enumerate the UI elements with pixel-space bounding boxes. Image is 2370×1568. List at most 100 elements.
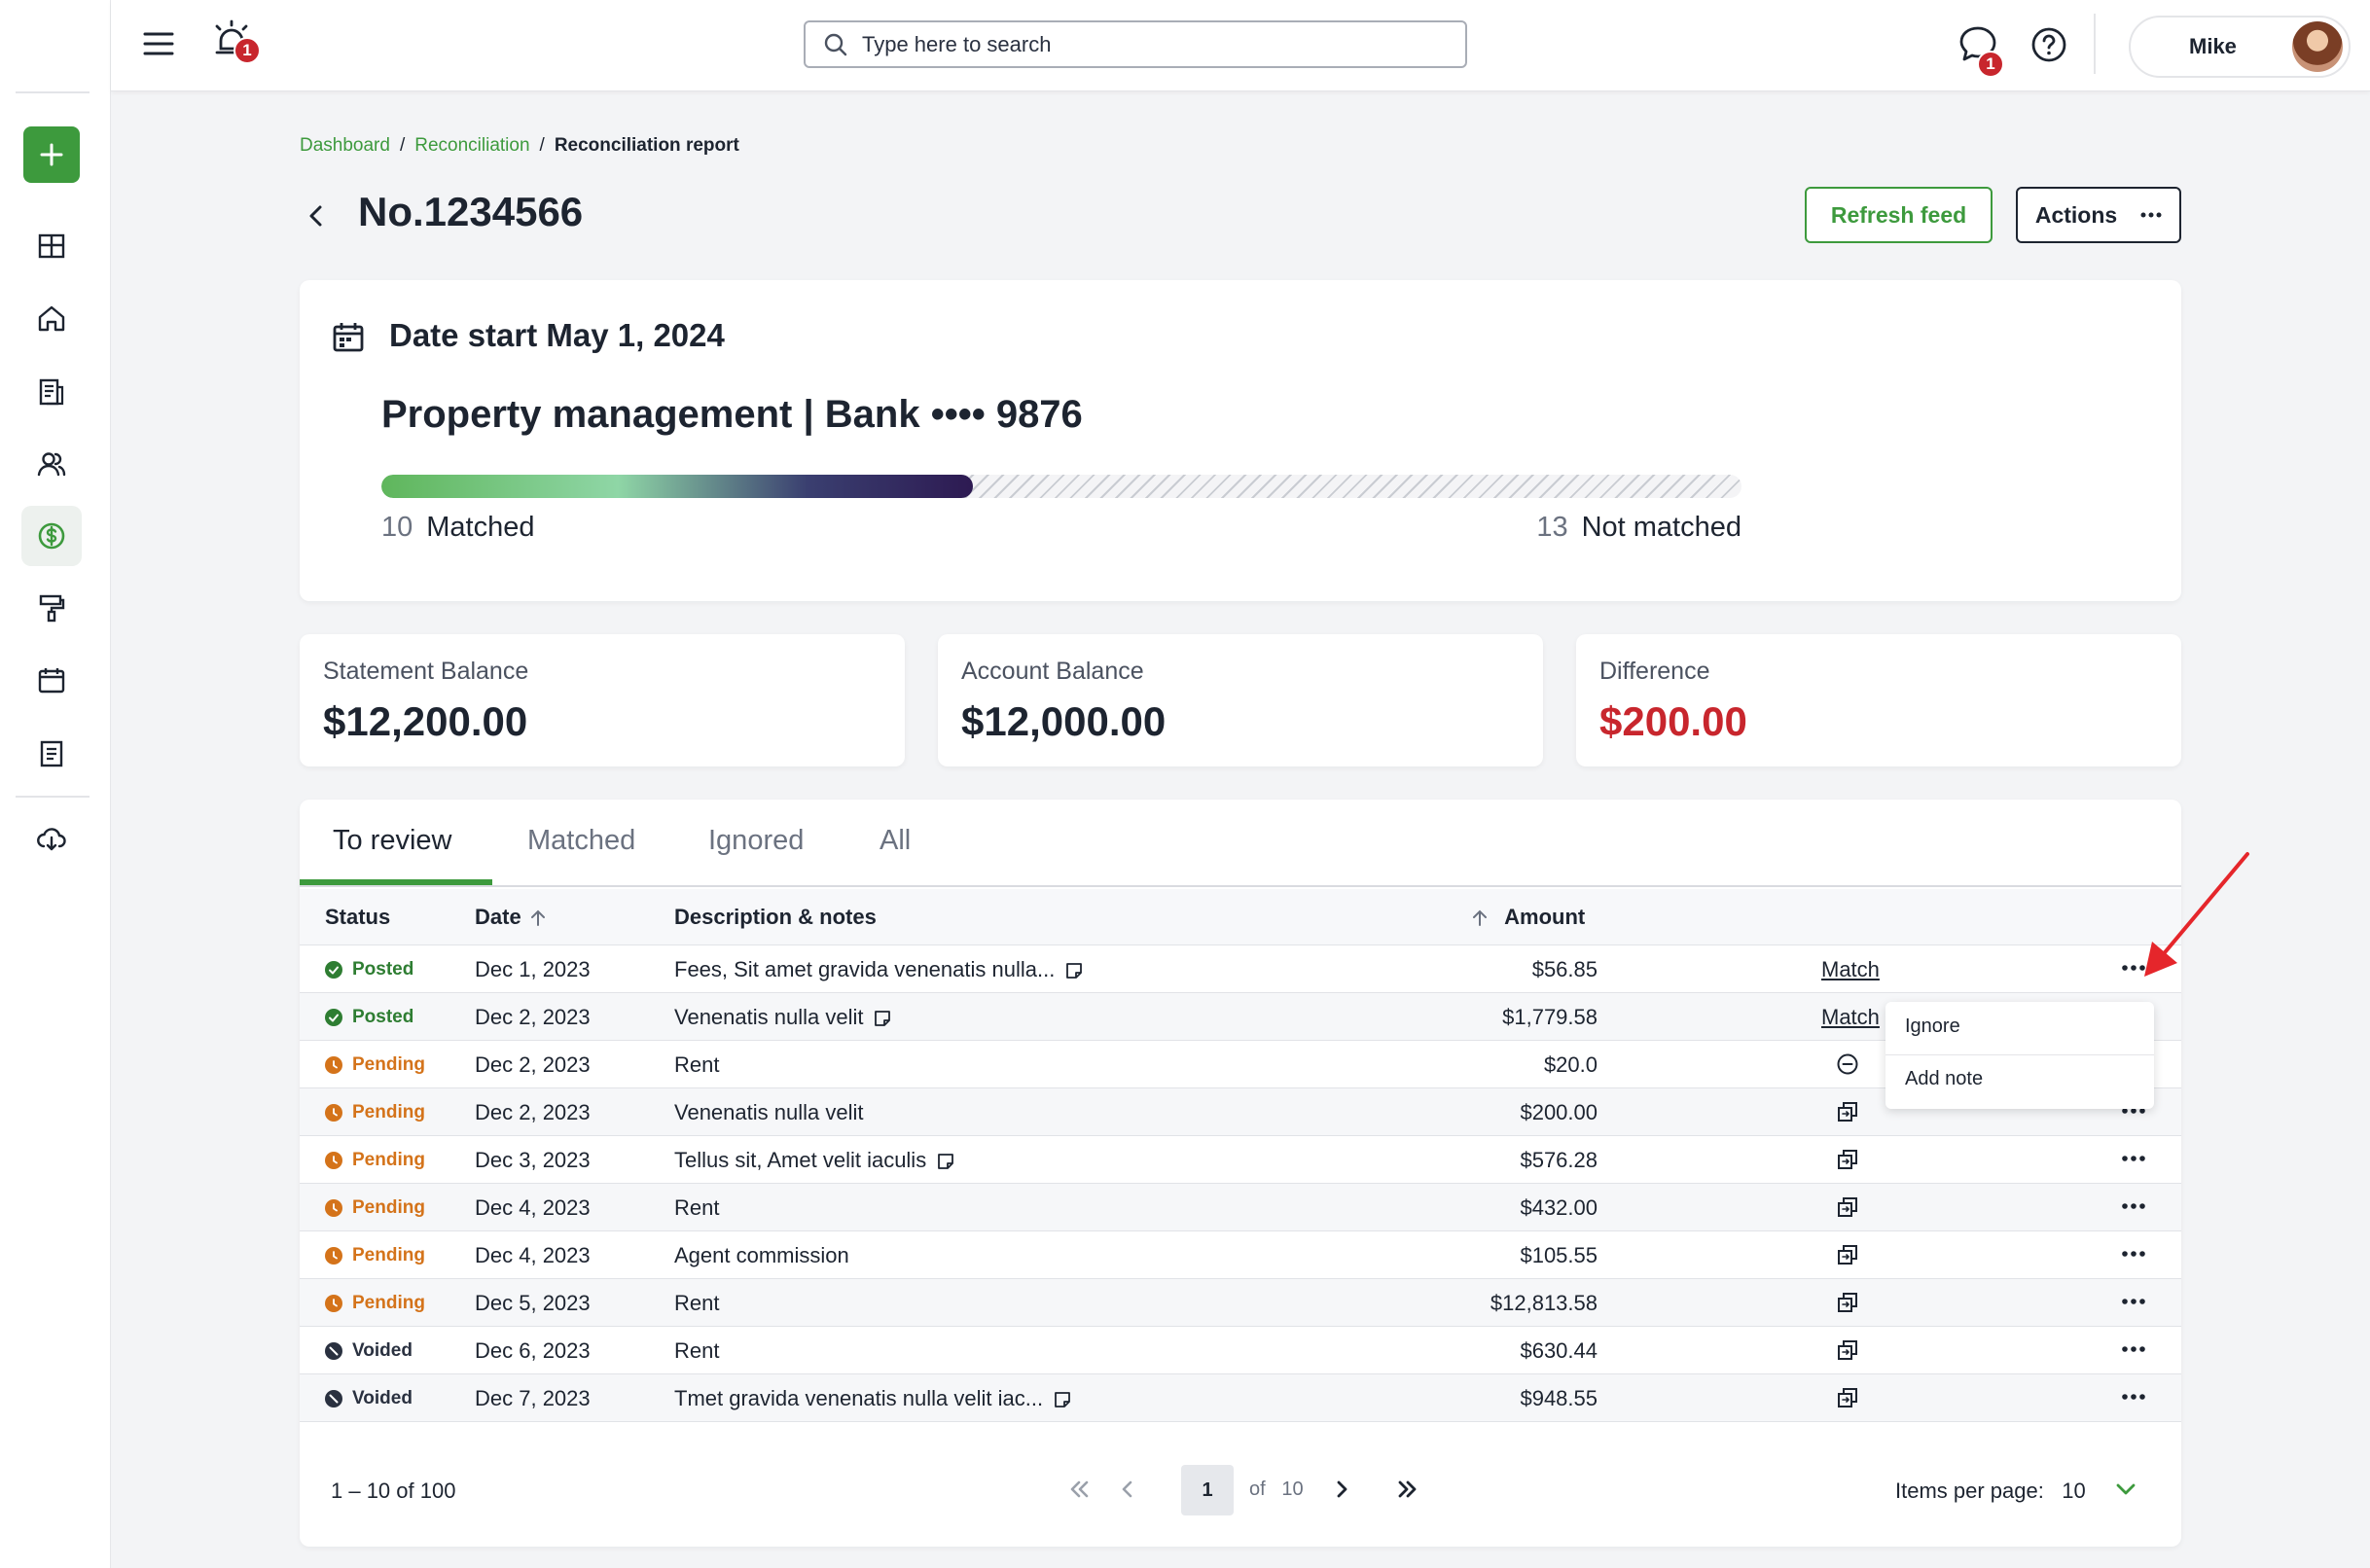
- row-description: Tellus sit, Amet velit iaculis: [674, 1148, 955, 1173]
- table-row[interactable]: Pending Dec 3, 2023 Tellus sit, Amet velit…: [300, 1136, 2181, 1184]
- row-amount: $105.55: [1520, 1243, 1598, 1267]
- table-row[interactable]: Pending Dec 5, 2023 Rent $12,813.58: [300, 1279, 2181, 1327]
- tab-matched[interactable]: Matched: [527, 825, 636, 856]
- breadcrumb: Dashboard / Reconciliation / Reconciliat…: [300, 135, 739, 157]
- menu-item-add-note[interactable]: Add note: [1905, 1068, 1984, 1089]
- account-balance-card: Account Balance $12,000.00: [938, 634, 1543, 766]
- col-amount[interactable]: Amount: [1469, 905, 1585, 930]
- note-icon[interactable]: [1053, 1390, 1072, 1409]
- status-label: Pending: [352, 1150, 425, 1170]
- chevron-down-icon[interactable]: [2111, 1475, 2140, 1504]
- sidebar-item-home[interactable]: [21, 288, 82, 348]
- col-status[interactable]: Status: [325, 905, 391, 929]
- sidebar-item-download[interactable]: [21, 809, 82, 870]
- more-horizontal-icon[interactable]: [2119, 1384, 2148, 1409]
- page-total-value: 10: [1281, 1479, 1304, 1500]
- document-icon: [39, 378, 64, 406]
- more-horizontal-icon[interactable]: [2119, 1289, 2148, 1314]
- current-page[interactable]: 1: [1181, 1465, 1234, 1515]
- row-actions-menu: Ignore Add note: [1885, 1002, 2154, 1109]
- row-description-text: Venenatis nulla velit: [674, 1005, 864, 1029]
- table-row[interactable]: Posted Dec 2, 2023 Venenatis nulla velit $1…: [300, 993, 2181, 1041]
- last-page-icon[interactable]: [1393, 1475, 1422, 1504]
- transfer-icon[interactable]: [1835, 1099, 1860, 1124]
- table-row[interactable]: Pending Dec 4, 2023 Agent commission $105.5…: [300, 1231, 2181, 1279]
- status-label: Voided: [352, 1340, 413, 1361]
- back-arrow-icon[interactable]: [302, 198, 331, 233]
- alarm-button[interactable]: 1: [212, 19, 261, 64]
- menu-divider: [1885, 1054, 2154, 1055]
- transfer-icon[interactable]: [1835, 1290, 1860, 1315]
- note-icon[interactable]: [873, 1009, 892, 1028]
- property-title: Property management | Bank •••• 9876: [381, 393, 1083, 436]
- transfer-icon[interactable]: [1835, 1242, 1860, 1267]
- table-row[interactable]: Voided Dec 6, 2023 Rent $630.44: [300, 1327, 2181, 1374]
- row-date: Dec 6, 2023: [475, 1338, 591, 1363]
- breadcrumb-reconciliation[interactable]: Reconciliation: [414, 135, 530, 156]
- transfer-icon[interactable]: [1835, 1147, 1860, 1172]
- prev-page-icon[interactable]: [1113, 1475, 1142, 1504]
- tab-to-review[interactable]: To review: [333, 825, 452, 856]
- search-input[interactable]: [862, 31, 1407, 57]
- menu-icon[interactable]: [142, 27, 175, 60]
- table-row[interactable]: Pending Dec 2, 2023 Rent $20.0: [300, 1041, 2181, 1088]
- transfer-icon[interactable]: [1835, 1337, 1860, 1363]
- sidebar-item-dashboard[interactable]: [21, 216, 82, 276]
- minus-circle-icon[interactable]: [1835, 1051, 1860, 1077]
- actions-button[interactable]: Actions: [2016, 187, 2181, 243]
- sidebar-item-accounting[interactable]: [21, 506, 82, 566]
- row-description: Fees, Sit amet gravida venenatis nulla..…: [674, 957, 1084, 982]
- page-title: No.1234566: [358, 189, 584, 234]
- chat-button[interactable]: 1: [1957, 23, 2004, 78]
- statement-balance-card: Statement Balance $12,200.00: [300, 634, 905, 766]
- tab-ignored[interactable]: Ignored: [708, 825, 805, 856]
- sidebar-item-people[interactable]: [21, 434, 82, 494]
- transfer-icon[interactable]: [1835, 1385, 1860, 1410]
- row-date: Dec 4, 2023: [475, 1243, 591, 1267]
- refresh-feed-button[interactable]: Refresh feed: [1805, 187, 1993, 243]
- sidebar-item-calendar[interactable]: [21, 650, 82, 710]
- match-link[interactable]: Match: [1821, 957, 1880, 981]
- menu-item-ignore[interactable]: Ignore: [1905, 1016, 1960, 1037]
- tab-all[interactable]: All: [880, 825, 912, 856]
- balance-value: $200.00: [1599, 698, 1747, 744]
- sidebar-item-reports[interactable]: [21, 724, 82, 784]
- match-link[interactable]: Match: [1821, 1005, 1880, 1029]
- next-page-icon[interactable]: [1327, 1475, 1356, 1504]
- blocked-icon: [325, 1342, 342, 1360]
- more-horizontal-icon[interactable]: [2119, 1098, 2148, 1123]
- add-button[interactable]: [23, 126, 80, 183]
- sidebar-item-maintenance[interactable]: [21, 578, 82, 638]
- col-amount-label: Amount: [1504, 905, 1586, 929]
- items-per-page-value[interactable]: 10: [2062, 1479, 2086, 1503]
- sidebar-item-documents[interactable]: [21, 362, 82, 422]
- balance-label: Difference: [1599, 658, 1710, 685]
- user-menu[interactable]: Mike: [2129, 16, 2351, 78]
- more-horizontal-icon[interactable]: [2119, 1336, 2148, 1362]
- first-page-icon[interactable]: [1064, 1475, 1094, 1504]
- home-icon: [38, 305, 65, 332]
- balance-value: $12,000.00: [961, 698, 1167, 744]
- note-icon[interactable]: [936, 1152, 955, 1171]
- search-box[interactable]: [804, 20, 1467, 68]
- table-row[interactable]: Voided Dec 7, 2023 Tmet gravida venenatis …: [300, 1374, 2181, 1422]
- note-icon[interactable]: [1064, 961, 1084, 980]
- more-horizontal-icon[interactable]: [2119, 1241, 2148, 1266]
- avatar: [2292, 21, 2343, 72]
- more-horizontal-icon[interactable]: [2119, 1146, 2148, 1171]
- summary-card: Date start May 1, 2024 Property manageme…: [300, 280, 2181, 601]
- table-row[interactable]: Pending Dec 4, 2023 Rent $432.00: [300, 1184, 2181, 1231]
- more-horizontal-icon[interactable]: [2119, 1194, 2148, 1219]
- more-horizontal-icon[interactable]: [2119, 955, 2148, 980]
- col-date[interactable]: Date: [475, 905, 549, 930]
- not-matched-summary: 13 Not matched: [1531, 512, 1742, 544]
- table-row[interactable]: Posted Dec 1, 2023 Fees, Sit amet gravida …: [300, 945, 2181, 993]
- table-row[interactable]: Pending Dec 2, 2023 Venenatis nulla velit $…: [300, 1088, 2181, 1136]
- report-icon: [40, 740, 63, 767]
- row-amount: $1,779.58: [1502, 1005, 1598, 1029]
- breadcrumb-dashboard[interactable]: Dashboard: [300, 135, 390, 156]
- help-icon[interactable]: [2029, 25, 2068, 64]
- col-description[interactable]: Description & notes: [674, 905, 877, 929]
- transfer-icon[interactable]: [1835, 1194, 1860, 1220]
- not-matched-label: Not matched: [1581, 512, 1742, 543]
